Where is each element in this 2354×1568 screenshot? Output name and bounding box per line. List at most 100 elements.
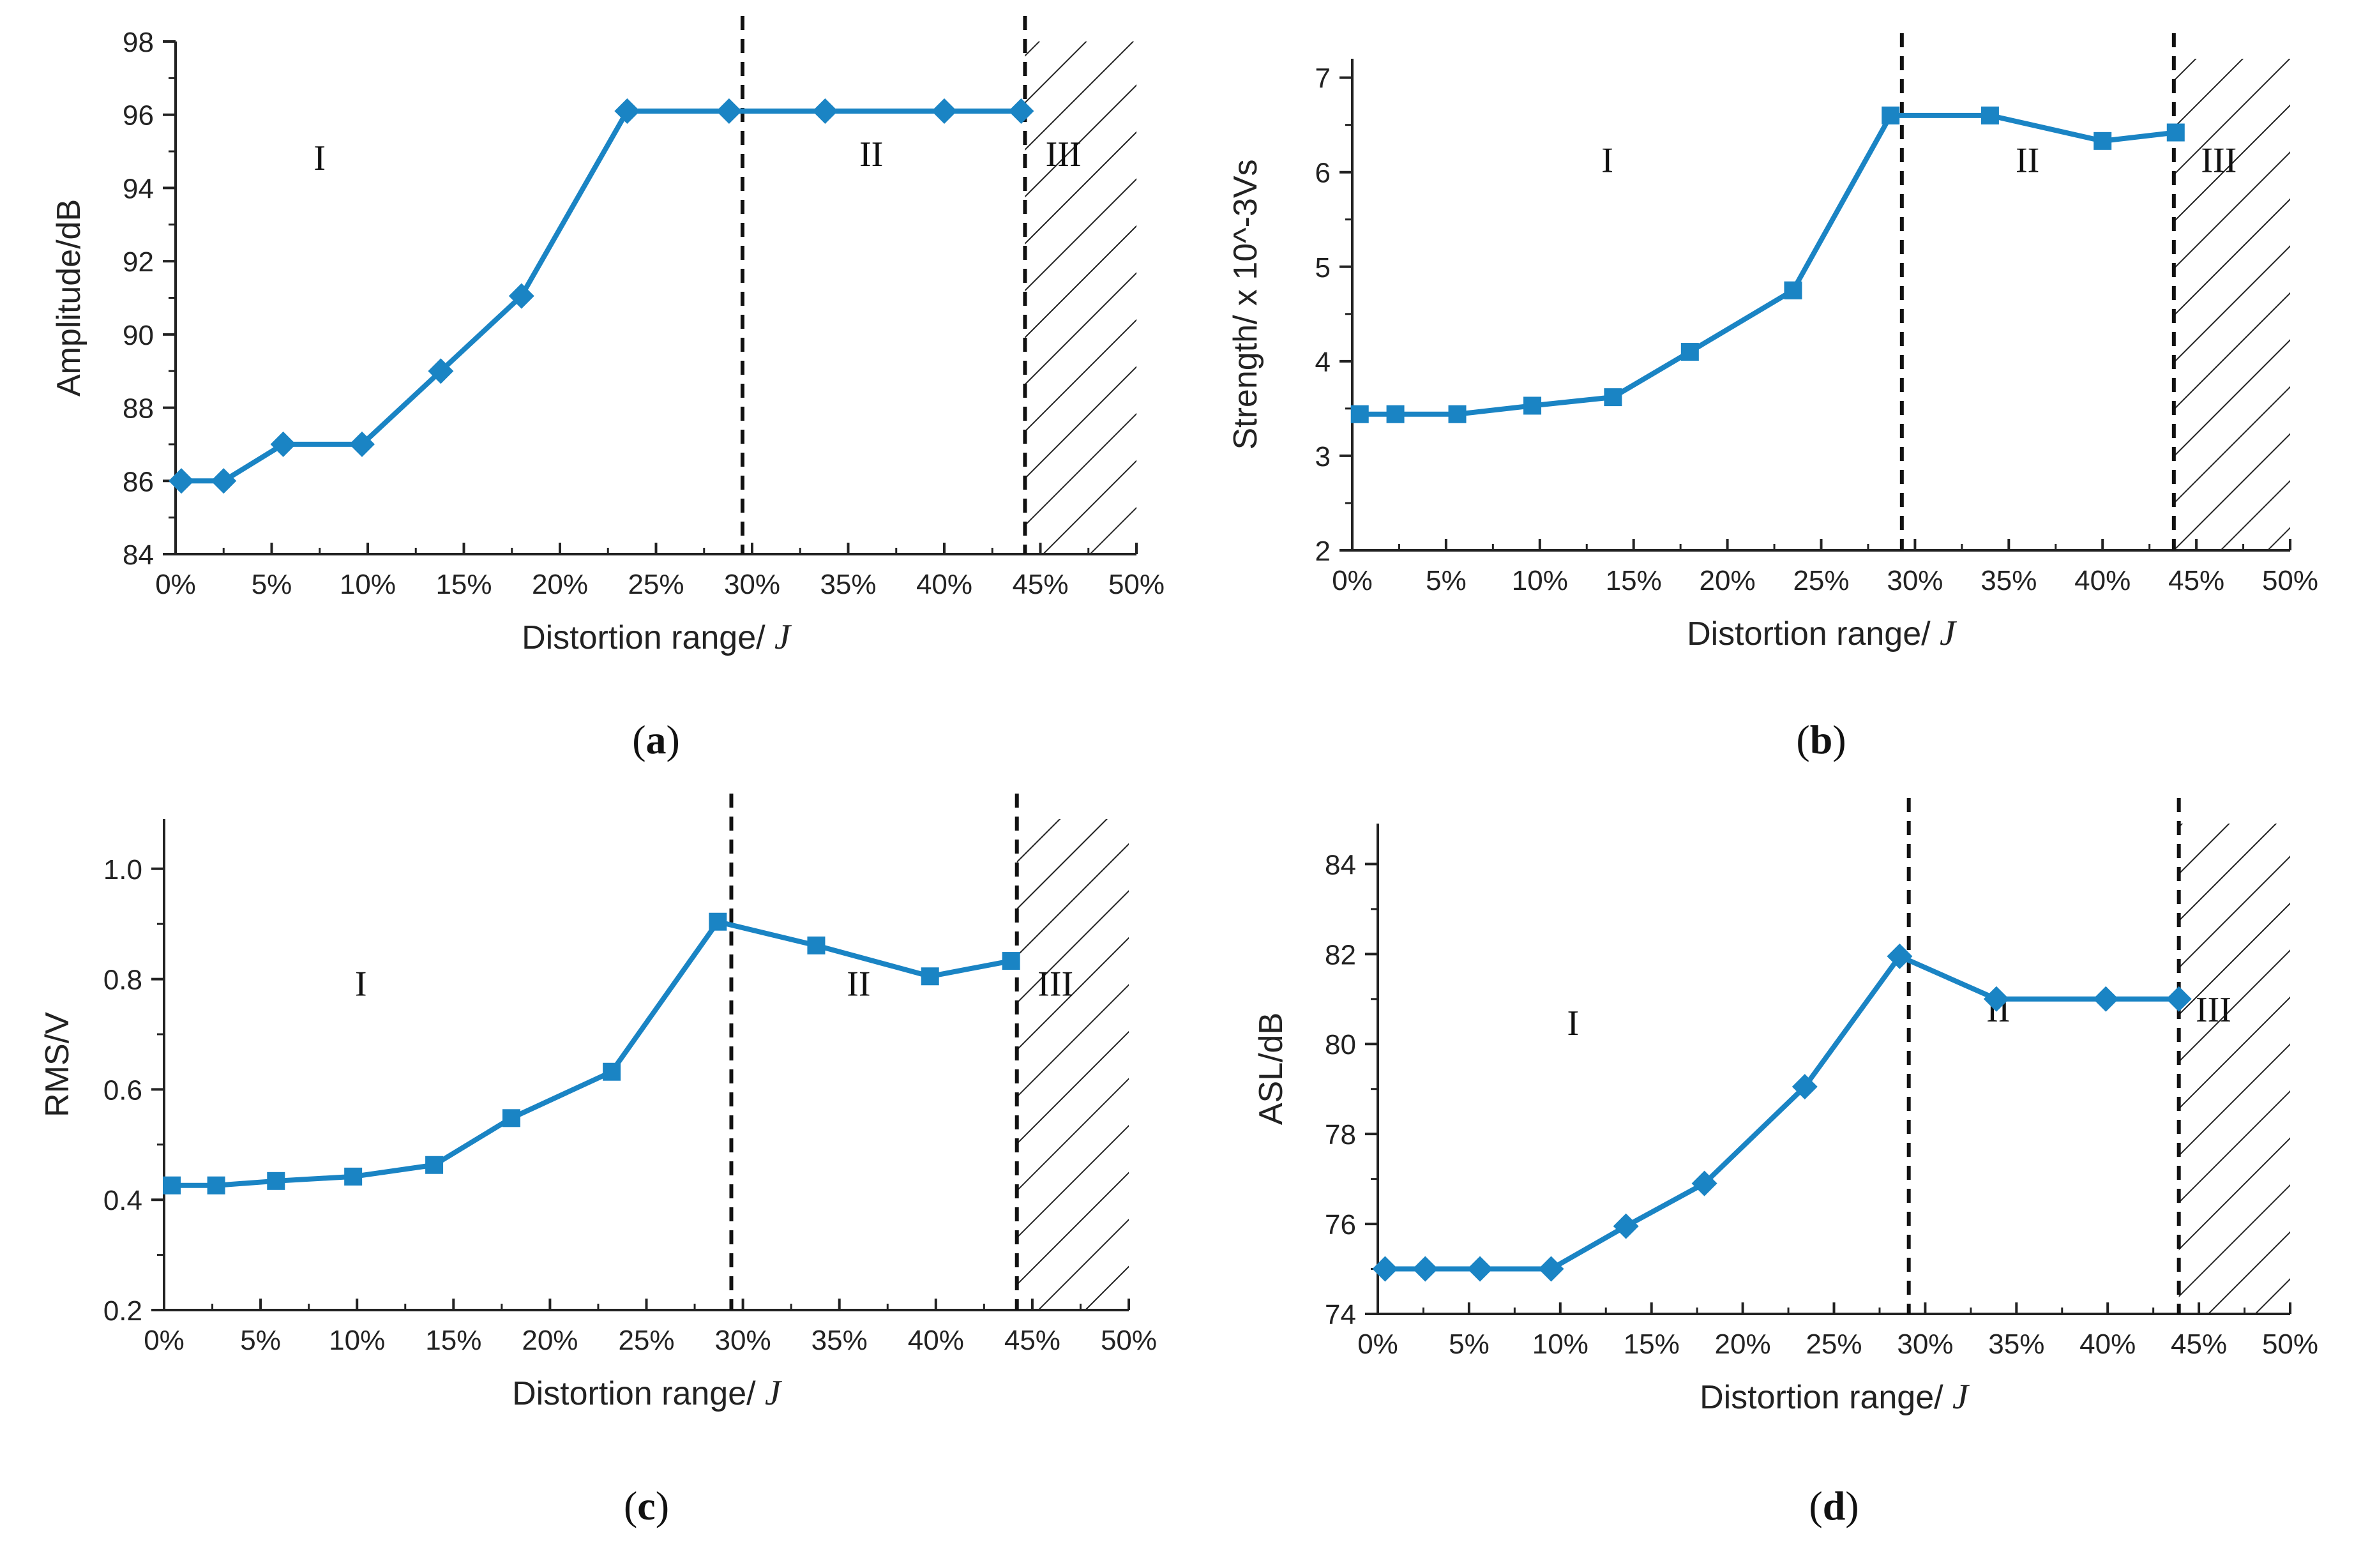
data-point: [344, 1167, 363, 1186]
region-label-iii: III: [2201, 141, 2237, 181]
data-point: [270, 431, 296, 457]
x-tick-label: 50%: [2262, 565, 2318, 596]
x-tick-label: 20%: [1700, 565, 1756, 596]
hatched-region: [1016, 819, 1129, 1310]
data-point: [163, 1176, 181, 1195]
panel-caption: (a): [632, 717, 680, 762]
data-point: [1680, 343, 1699, 361]
y-tick-label: 82: [1325, 939, 1356, 970]
data-point: [709, 912, 727, 931]
series-line: [172, 919, 1012, 1188]
x-axis-label-text: Distortion range/: [1687, 615, 1940, 652]
y-tick-label: 0.2: [103, 1295, 142, 1327]
panel-caption: (d): [1809, 1483, 1859, 1528]
y-tick-label: 0.8: [103, 965, 142, 996]
data-point: [425, 1156, 444, 1174]
caption-letter: c: [637, 1483, 655, 1528]
y-axis-label: Strength/ x 10^-3Vs: [1227, 159, 1264, 449]
x-tick-label: 35%: [811, 1325, 868, 1356]
hatched-region: [2173, 59, 2290, 550]
caption-open-paren: (: [1809, 1483, 1822, 1528]
y-tick-label: 6: [1315, 158, 1331, 189]
y-tick-label: 98: [123, 27, 154, 58]
y-tick-label: 7: [1315, 63, 1331, 94]
x-tick-label: 15%: [1606, 565, 1662, 596]
y-tick-label: 96: [123, 100, 154, 132]
data-point: [1008, 98, 1034, 124]
data-point: [1882, 106, 1900, 124]
data-point: [169, 468, 195, 494]
data-point: [807, 936, 826, 954]
x-tick-label: 25%: [628, 569, 684, 600]
chart-panel-a: 0% 5% 10% 15% 20% 25% 30% 35% 40% 45% 50% 84 86 88 90 9…: [50, 16, 1165, 762]
x-tick-label: 45%: [1004, 1325, 1060, 1356]
region-label-iii: III: [1046, 135, 1082, 174]
x-tick-label: 30%: [1897, 1329, 1953, 1360]
x-tick-label: 10%: [1512, 565, 1568, 596]
caption-open-paren: (: [1796, 717, 1809, 762]
data-point: [1784, 281, 1802, 299]
caption-letter: a: [646, 717, 667, 762]
data-point: [603, 1062, 621, 1081]
data-point: [1538, 1256, 1564, 1282]
data-point: [1691, 1170, 1717, 1196]
y-tick-label: 76: [1325, 1209, 1356, 1240]
x-axis-label: Distortion range/ J: [1687, 614, 1958, 653]
x-tick-label: 25%: [1806, 1329, 1862, 1360]
x-axis-label-symbol: J: [774, 617, 792, 657]
data-point: [921, 967, 939, 986]
y-tick-label: 78: [1325, 1119, 1356, 1150]
caption-open-paren: (: [632, 717, 645, 762]
x-axis-label-text: Distortion range/: [1700, 1379, 1952, 1416]
y-axis-label: ASL/dB: [1253, 1013, 1290, 1125]
region-label-i: I: [355, 964, 367, 1004]
y-tick-label: 74: [1325, 1299, 1356, 1331]
region-label-i: I: [313, 139, 326, 178]
region-label-iii: III: [1037, 964, 1073, 1004]
data-point: [716, 98, 742, 124]
data-point: [1467, 1256, 1493, 1282]
x-tick-label: 15%: [1624, 1329, 1680, 1360]
x-tick-label: 45%: [1012, 569, 1068, 600]
data-point: [1981, 106, 1999, 124]
region-label-ii: II: [2016, 141, 2039, 181]
x-tick-label: 10%: [1532, 1329, 1588, 1360]
data-point: [428, 358, 454, 384]
x-tick-label: 30%: [724, 569, 780, 600]
data-point: [267, 1172, 285, 1190]
caption-letter: d: [1823, 1483, 1846, 1528]
y-tick-label: 5: [1315, 252, 1331, 283]
region-label-i: I: [1567, 1004, 1579, 1043]
series-line: [181, 108, 1022, 484]
caption-close-paren: ): [1832, 717, 1846, 762]
x-tick-label: 50%: [1101, 1325, 1157, 1356]
data-point: [211, 468, 237, 494]
data-point: [1792, 1074, 1818, 1100]
data-point: [1887, 943, 1913, 969]
data-point: [1523, 396, 1542, 415]
caption-letter: b: [1810, 717, 1833, 762]
hatched-region: [1025, 41, 1136, 554]
y-tick-label: 1.0: [103, 854, 142, 886]
data-point: [932, 98, 957, 124]
x-axis-label: Distortion range/ J: [522, 617, 792, 657]
y-tick-label: 92: [123, 246, 154, 278]
x-tick-label: 30%: [1887, 565, 1943, 596]
data-point: [1613, 1213, 1639, 1239]
data-point: [1350, 405, 1369, 423]
x-tick-label: 5%: [1426, 565, 1467, 596]
x-tick-label: 10%: [329, 1325, 385, 1356]
data-point: [1002, 952, 1020, 970]
y-tick-label: 86: [123, 466, 154, 497]
x-tick-label: 0%: [1332, 565, 1373, 596]
x-axis-label-text: Distortion range/: [512, 1375, 765, 1412]
y-tick-label: 80: [1325, 1029, 1356, 1060]
region-label-ii: II: [847, 964, 870, 1004]
x-tick-label: 35%: [1988, 1329, 2044, 1360]
x-tick-label: 20%: [532, 569, 588, 600]
x-tick-label: 0%: [144, 1325, 185, 1356]
data-point: [349, 431, 375, 457]
y-axis-label: Amplitude/dB: [50, 199, 87, 396]
x-tick-label: 25%: [618, 1325, 674, 1356]
